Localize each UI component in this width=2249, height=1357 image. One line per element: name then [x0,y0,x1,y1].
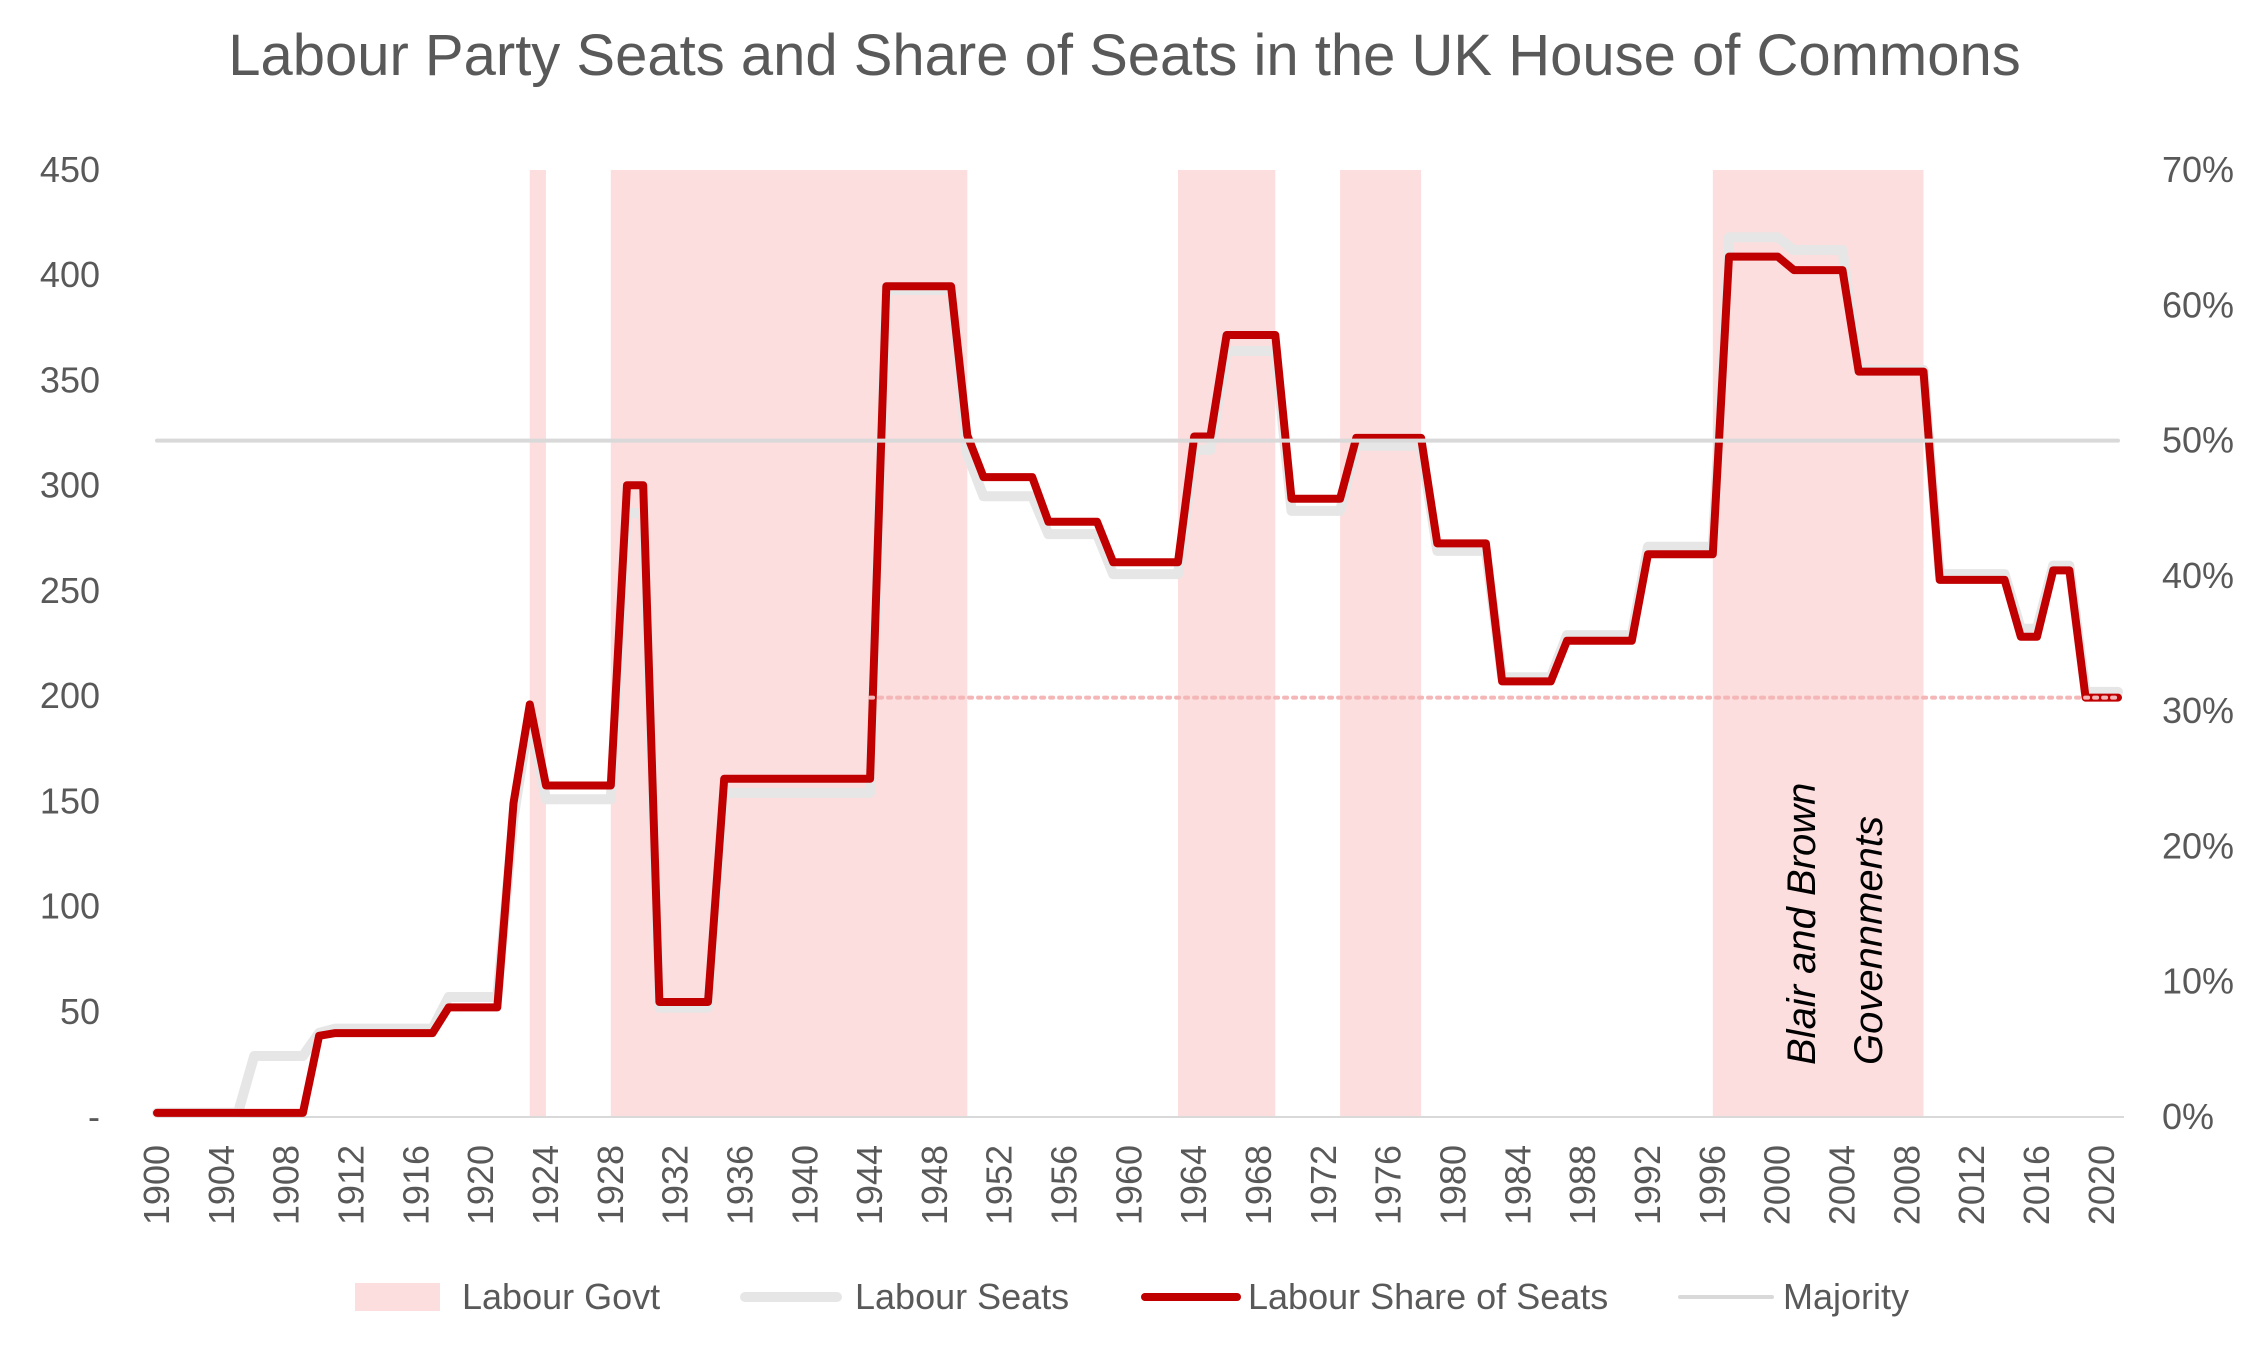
x-tick-label: 1992 [1627,1145,1668,1225]
labour-govt-band [610,170,968,1117]
right-tick-label: 50% [2162,420,2234,461]
right-tick-label: 40% [2162,555,2234,596]
labour-govt-band [1712,170,1924,1117]
x-tick-label: 1944 [849,1145,890,1225]
right-tick-label: 10% [2162,961,2234,1002]
x-tick-label: 1908 [266,1145,307,1225]
x-tick-label: 1952 [979,1145,1020,1225]
left-tick-label: 50 [60,991,100,1032]
x-tick-label: 2000 [1757,1145,1798,1225]
left-tick-label: 150 [40,780,100,821]
legend-label: Labour Share of Seats [1248,1276,1608,1317]
left-tick-label: 250 [40,570,100,611]
left-tick-label: 350 [40,359,100,400]
x-tick-label: 1996 [1692,1145,1733,1225]
x-axis-ticks: 1900 1904 1908 1912 1916 1920 1924 1928 1932 1936… [136,1145,2122,1225]
x-tick-label: 1980 [1433,1145,1474,1225]
x-tick-label: 1916 [395,1145,436,1225]
labour-govt-band [1340,170,1422,1117]
left-tick-label: 450 [40,149,100,190]
legend-label: Majority [1783,1276,1909,1317]
right-tick-label: 60% [2162,284,2234,325]
right-tick-label: 30% [2162,690,2234,731]
right-axis-ticks: 0% 10% 20% 30% 40% 50% 60% 70% [2162,149,2234,1137]
labour-govt-band [1178,170,1276,1117]
x-tick-label: 1972 [1303,1145,1344,1225]
govt-shading-layer [529,170,1924,1117]
x-tick-label: 1968 [1238,1145,1279,1225]
x-tick-label: 1920 [460,1145,501,1225]
chart-title: Labour Party Seats and Share of Seats in… [228,23,2021,88]
x-tick-label: 1976 [1368,1145,1409,1225]
legend-label: Labour Seats [855,1276,1069,1317]
left-tick-label: 200 [40,675,100,716]
x-tick-label: 2020 [2081,1145,2122,1225]
legend: Labour Govt Labour Seats Labour Share of S… [355,1276,1909,1317]
x-tick-label: 1936 [719,1145,760,1225]
right-tick-label: 20% [2162,825,2234,866]
x-tick-label: 1900 [136,1145,177,1225]
legend-swatch-area [355,1283,440,1311]
x-tick-label: 1924 [525,1145,566,1225]
x-tick-label: 1984 [1497,1145,1538,1225]
x-tick-label: 2008 [1886,1145,1927,1225]
x-tick-label: 1912 [330,1145,371,1225]
left-tick-label: - [88,1096,100,1137]
x-tick-label: 1956 [1044,1145,1085,1225]
right-tick-label: 70% [2162,149,2234,190]
left-axis-ticks: - 50 100 150 200 250 300 350 400 450 [40,149,100,1137]
series-line-labour-share-of-seats [153,252,2122,1117]
annotation-line: Govennments [1847,816,1891,1065]
x-tick-label: 1928 [590,1145,631,1225]
x-tick-label: 1932 [655,1145,696,1225]
left-tick-label: 400 [40,254,100,295]
x-tick-label: 1940 [784,1145,825,1225]
legend-label: Labour Govt [462,1276,660,1317]
annotation-line: Blair and Brown [1780,783,1824,1065]
x-tick-label: 2012 [1951,1145,1992,1225]
left-tick-label: 300 [40,465,100,506]
x-tick-label: 1948 [914,1145,955,1225]
x-tick-label: 2004 [1821,1145,1862,1225]
series-layer [152,232,2123,1118]
x-tick-label: 1964 [1173,1145,1214,1225]
x-tick-label: 2016 [2016,1145,2057,1225]
x-tick-label: 1988 [1562,1145,1603,1225]
annotation-layer: Blair and Brown Govennments [1780,783,1891,1065]
left-tick-label: 100 [40,886,100,927]
labour-govt-band [529,170,546,1117]
x-tick-label: 1960 [1108,1145,1149,1225]
x-tick-label: 1904 [201,1145,242,1225]
right-tick-label: 0% [2162,1096,2214,1137]
